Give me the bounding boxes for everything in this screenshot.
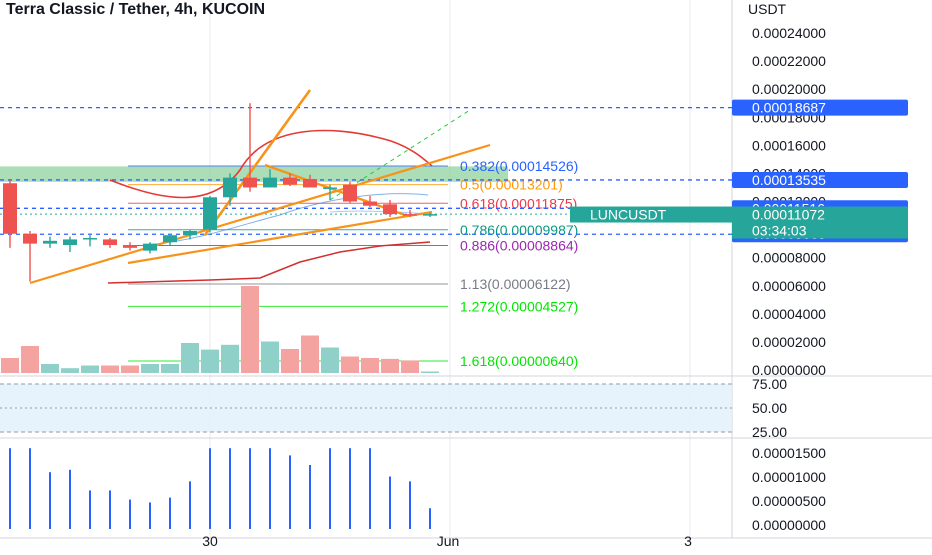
- last-price-tag-bg: [732, 206, 908, 239]
- bar-countdown: 03:34:03: [752, 223, 807, 239]
- symbol-tag-label: LUNCUSDT: [590, 207, 667, 223]
- fib-label: 0.886(0.00008864): [460, 238, 578, 254]
- fib-label: 1.618(0.00000640): [460, 353, 578, 369]
- fib-label: 1.13(0.00006122): [460, 276, 571, 292]
- candle-body: [203, 197, 217, 230]
- candle-body: [383, 204, 397, 215]
- candle-body: [363, 201, 377, 206]
- candle-body: [403, 214, 417, 216]
- volume-bar: [101, 365, 119, 373]
- volume-bar: [81, 365, 99, 373]
- volume-bar: [421, 371, 439, 373]
- volume-bar: [281, 349, 299, 373]
- volume-bar: [221, 344, 239, 373]
- trendline-support: [127, 210, 433, 265]
- time-axis-tick: Jun: [437, 533, 460, 549]
- volume-bar: [141, 364, 159, 373]
- chart-title: Terra Classic / Tether, 4h, KUCOIN: [6, 1, 266, 18]
- time-axis-tick: 30: [202, 533, 218, 549]
- price-axis-tick: 0.00002000: [752, 334, 826, 350]
- volume-bar: [321, 347, 339, 373]
- price-axis-tick: 0.00006000: [752, 278, 826, 294]
- price-tag-bg: [732, 99, 908, 116]
- hist-axis-tick: 0.00000500: [752, 493, 826, 509]
- volume-bar: [61, 368, 79, 373]
- rsi-axis-tick: 25.00: [752, 424, 787, 440]
- price-axis-tick: 0.00016000: [752, 137, 826, 153]
- volume-bar: [41, 364, 59, 373]
- candle-body: [243, 177, 257, 188]
- volume-bar: [201, 349, 219, 373]
- volume-bar: [261, 341, 279, 373]
- fib-label: 0.618(0.00011875): [460, 195, 577, 211]
- price-axis-tick: 0.00008000: [752, 250, 826, 266]
- volume-bar: [401, 360, 419, 373]
- trendline-down: [264, 163, 406, 217]
- volume-bar: [21, 346, 39, 373]
- trendline-lower: [29, 143, 491, 285]
- candle-body: [63, 239, 77, 246]
- ma-line-lower: [107, 241, 431, 284]
- fib-label: 0.382(0.00014526): [460, 158, 578, 174]
- volume-bar: [341, 356, 359, 373]
- candle-body: [103, 239, 117, 246]
- price-axis-tick: 0.00022000: [752, 53, 826, 69]
- candle-body: [23, 233, 37, 244]
- candle-body: [303, 179, 317, 188]
- volume-bar: [121, 365, 139, 373]
- price-tag-label: 0.00013535: [752, 172, 826, 188]
- fib-label: 0.5(0.00013201): [460, 177, 563, 193]
- volume-bar: [241, 286, 259, 373]
- candle-body: [323, 187, 337, 189]
- rsi-axis-tick: 50.00: [752, 400, 787, 416]
- volume-bar: [181, 343, 199, 373]
- price-axis-tick: 0.00020000: [752, 81, 826, 97]
- candle-body: [163, 235, 177, 243]
- candle-body: [123, 245, 137, 248]
- trendline-steep: [203, 89, 312, 236]
- candle-body: [343, 184, 357, 202]
- symbol-tag-bg: [570, 206, 732, 223]
- price-axis-tick: 0.00004000: [752, 306, 826, 322]
- last-price-label: 0.00011072: [752, 207, 825, 223]
- candle-body: [83, 238, 97, 240]
- rsi-axis-tick: 75.00: [752, 376, 787, 392]
- hist-axis-tick: 0.00000000: [752, 517, 826, 533]
- price-axis-unit: USDT: [748, 1, 787, 17]
- price-tag-bg: [732, 171, 908, 188]
- candle-body: [263, 177, 277, 188]
- price-tag-label: 0.00018687: [752, 100, 826, 116]
- candle-body: [43, 240, 57, 244]
- hist-axis-tick: 0.00001000: [752, 469, 826, 485]
- volume-bar: [1, 358, 19, 373]
- hist-axis-tick: 0.00001500: [752, 445, 826, 461]
- candle-body: [3, 183, 17, 234]
- volume-bar: [381, 358, 399, 373]
- volume-bar: [361, 358, 379, 373]
- candle-body: [423, 214, 437, 216]
- candle-body: [183, 230, 197, 236]
- fib-label: 0.786(0.00009987): [460, 222, 578, 238]
- price-axis-tick: 0.00000000: [752, 362, 826, 378]
- ma-line-blue: [147, 193, 429, 246]
- volume-bar: [161, 364, 179, 373]
- candle-body: [223, 177, 237, 198]
- volume-bar: [301, 335, 319, 373]
- candle-body: [143, 243, 157, 251]
- fib-label: 1.272(0.00004527): [460, 298, 578, 314]
- time-axis-tick: 3: [684, 533, 692, 549]
- ma-line-lightblue: [329, 210, 431, 215]
- price-axis-tick: 0.00024000: [752, 25, 826, 41]
- candle-body: [283, 177, 297, 185]
